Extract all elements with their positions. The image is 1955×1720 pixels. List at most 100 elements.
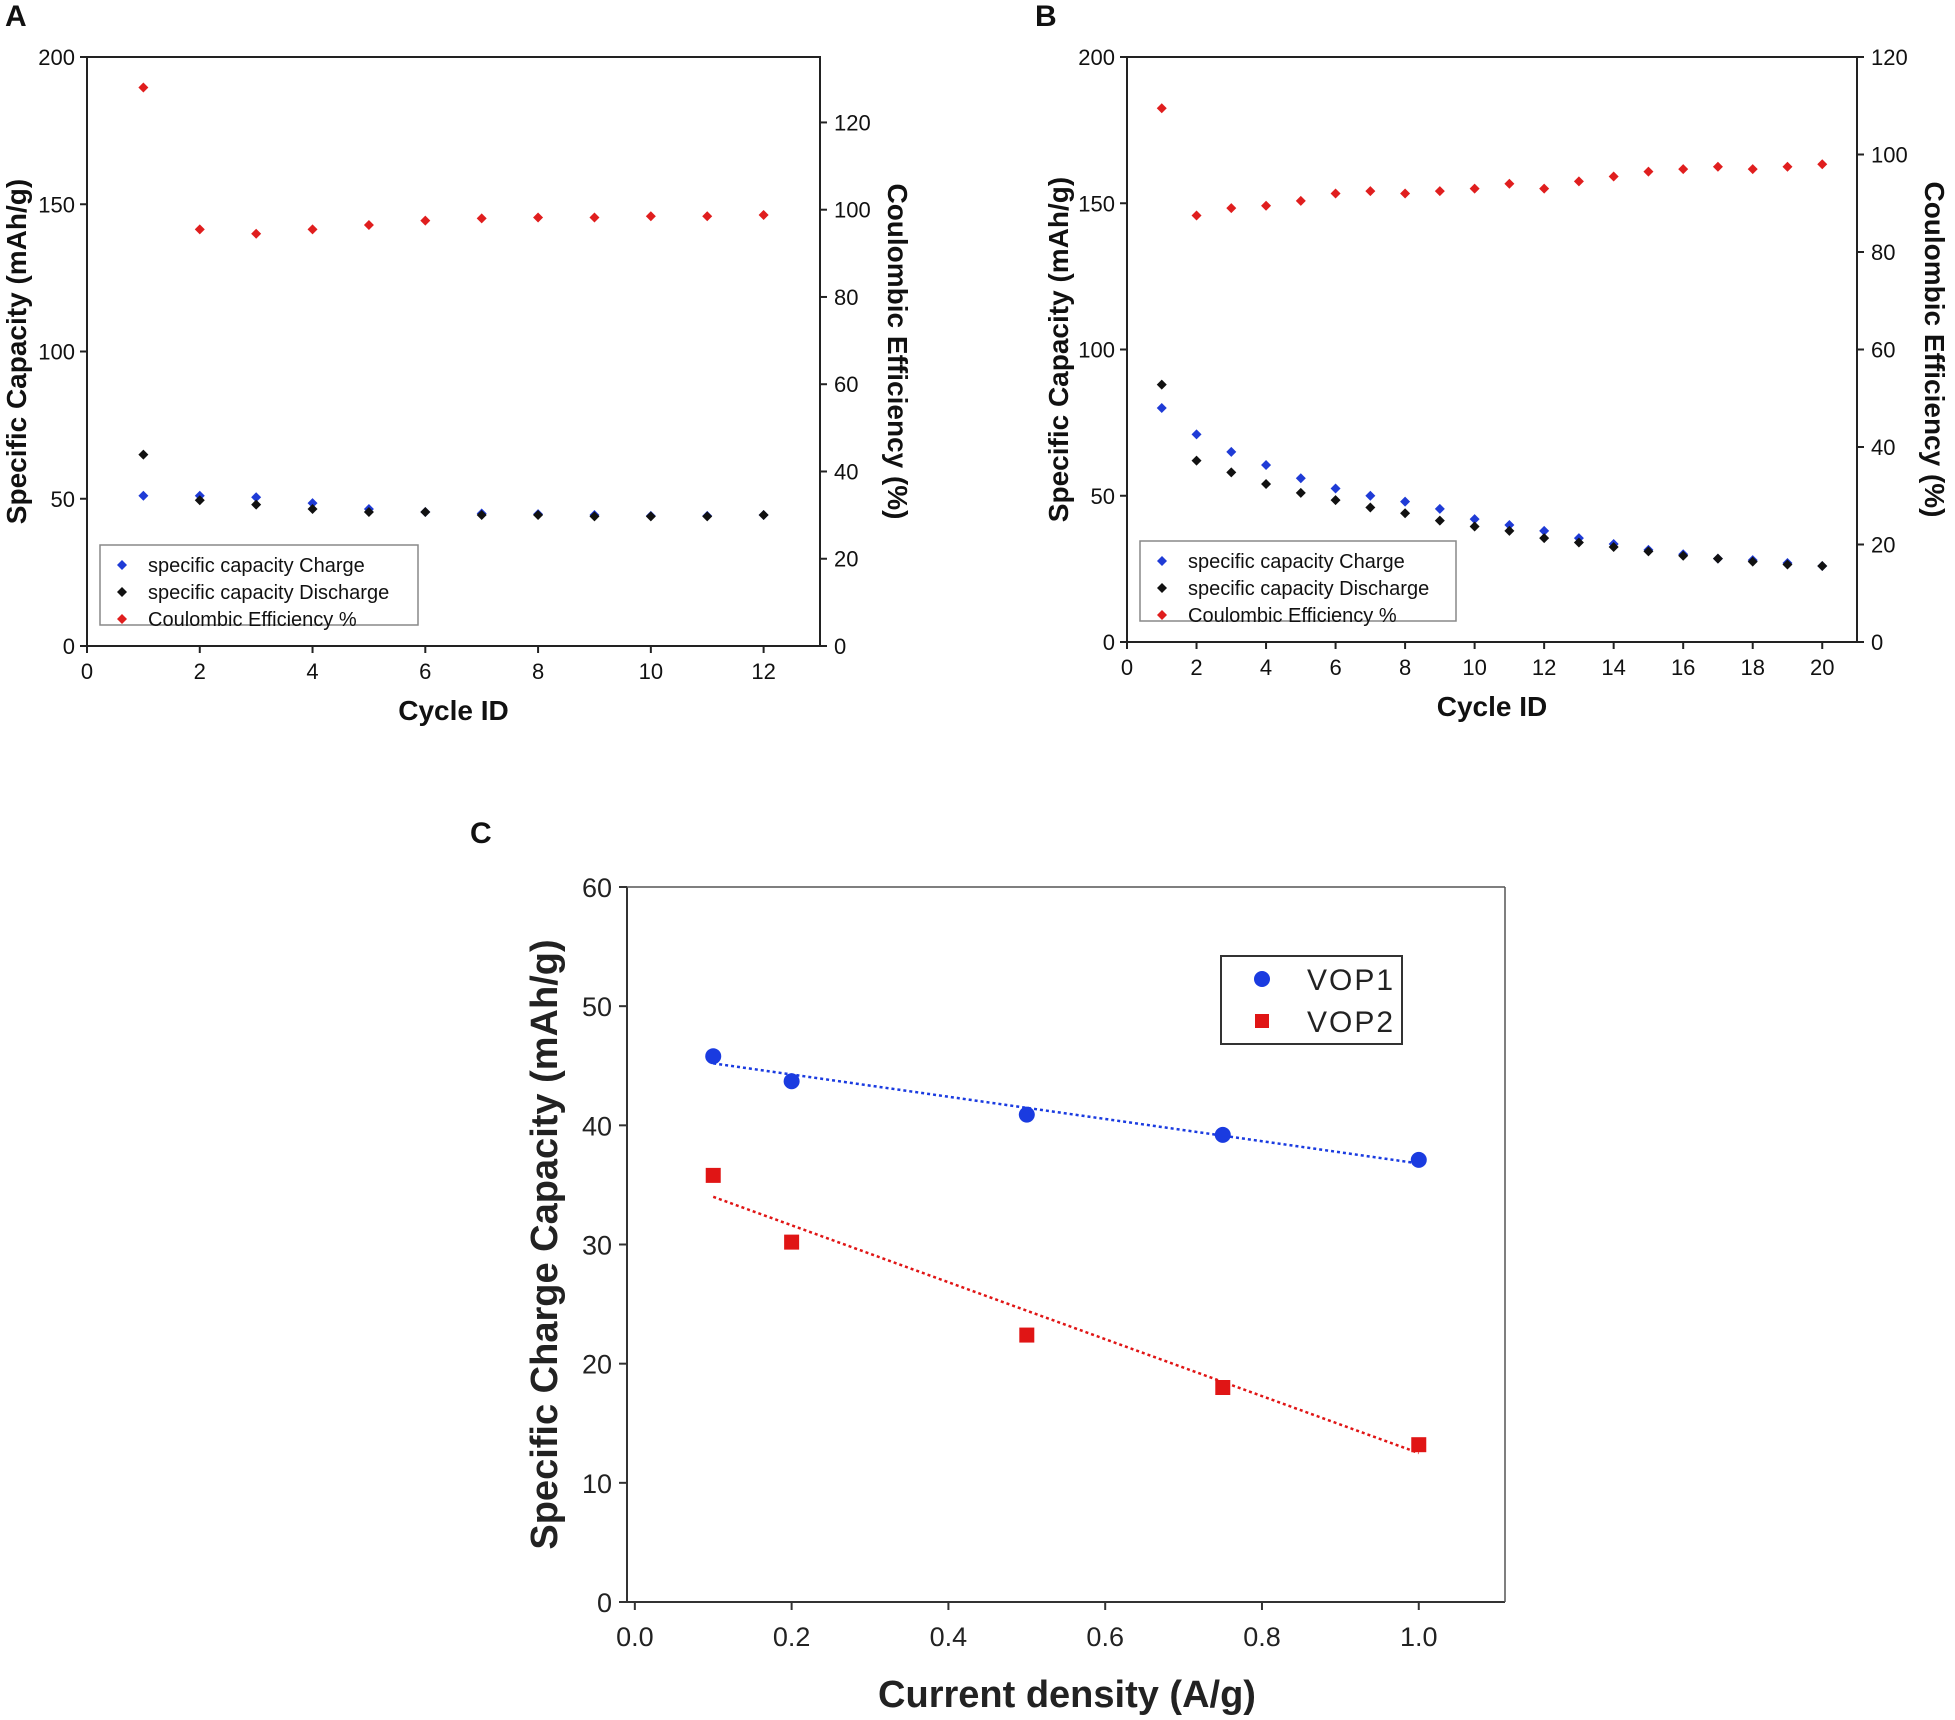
y2-axis-title: Coulombic Efficiency (%) bbox=[1919, 181, 1950, 517]
data-point bbox=[1365, 490, 1376, 501]
x-tick-label: 0.2 bbox=[773, 1622, 811, 1652]
data-point bbox=[1504, 525, 1515, 536]
data-point bbox=[645, 511, 656, 522]
x-tick-label: 0.6 bbox=[1086, 1622, 1124, 1652]
data-point bbox=[589, 511, 600, 522]
data-point bbox=[1782, 559, 1793, 570]
data-point bbox=[1156, 103, 1167, 114]
x-axis-title: Cycle ID bbox=[1437, 691, 1548, 722]
y-tick-label: 40 bbox=[582, 1111, 612, 1141]
legend-marker bbox=[1255, 1014, 1269, 1028]
data-point bbox=[138, 82, 149, 93]
x-tick-label: 16 bbox=[1671, 655, 1695, 680]
data-point bbox=[1410, 1151, 1427, 1168]
y-tick-label: 200 bbox=[1078, 45, 1115, 70]
y2-tick-label: 40 bbox=[1871, 435, 1895, 460]
legend-marker bbox=[117, 587, 127, 597]
data-point bbox=[1191, 455, 1202, 466]
y-axis-title: Specific Capacity (mAh/g) bbox=[1043, 177, 1074, 522]
data-point bbox=[307, 504, 318, 515]
y-tick-label: 200 bbox=[38, 45, 75, 70]
data-point bbox=[1712, 553, 1723, 564]
x-tick-label: 10 bbox=[639, 659, 663, 684]
data-point bbox=[1400, 188, 1411, 199]
data-point bbox=[1747, 556, 1758, 567]
data-point bbox=[589, 212, 600, 223]
y2-tick-label: 120 bbox=[1871, 45, 1908, 70]
data-point bbox=[1295, 473, 1306, 484]
data-point bbox=[1330, 188, 1341, 199]
x-tick-label: 8 bbox=[1399, 655, 1411, 680]
legend-label: specific capacity Charge bbox=[1188, 551, 1405, 573]
y-tick-label: 0 bbox=[597, 1588, 612, 1618]
data-point bbox=[1539, 525, 1550, 536]
y-axis-title: Specific Charge Capacity (mAh/g) bbox=[524, 939, 566, 1549]
x-tick-label: 20 bbox=[1810, 655, 1834, 680]
legend-marker bbox=[117, 560, 127, 570]
y-tick-label: 20 bbox=[582, 1350, 612, 1380]
data-point bbox=[307, 224, 318, 235]
data-point bbox=[1504, 178, 1515, 189]
y2-tick-label: 20 bbox=[834, 547, 858, 572]
data-point bbox=[1678, 164, 1689, 175]
data-point bbox=[1214, 1126, 1231, 1143]
legend-marker bbox=[117, 614, 127, 624]
data-point bbox=[1539, 183, 1550, 194]
data-point bbox=[363, 507, 374, 518]
y2-tick-label: 100 bbox=[1871, 143, 1908, 168]
data-point bbox=[758, 209, 769, 220]
y-tick-label: 100 bbox=[1078, 338, 1115, 363]
y-tick-label: 30 bbox=[582, 1231, 612, 1261]
legend-label: specific capacity Discharge bbox=[148, 582, 389, 604]
data-point bbox=[645, 211, 656, 222]
data-point bbox=[1411, 1437, 1427, 1453]
data-point bbox=[420, 507, 431, 518]
data-point bbox=[1782, 161, 1793, 172]
x-tick-label: 8 bbox=[532, 659, 544, 684]
data-point bbox=[1608, 541, 1619, 552]
trend-line bbox=[712, 1195, 1420, 1455]
data-point bbox=[1747, 164, 1758, 175]
y2-tick-label: 100 bbox=[834, 198, 871, 223]
legend-label: Coulombic Efficiency % bbox=[148, 609, 357, 631]
data-point bbox=[1712, 161, 1723, 172]
data-point bbox=[1400, 496, 1411, 507]
data-point bbox=[1504, 520, 1515, 530]
y2-tick-label: 60 bbox=[834, 372, 858, 397]
x-tick-label: 1.0 bbox=[1400, 1622, 1438, 1652]
data-point bbox=[1469, 183, 1480, 194]
data-point bbox=[1215, 1380, 1231, 1395]
y2-tick-label: 60 bbox=[1871, 338, 1895, 363]
trend-line bbox=[713, 1062, 1419, 1165]
data-point bbox=[1156, 403, 1167, 413]
data-point bbox=[420, 215, 431, 226]
panel-letter: A bbox=[5, 0, 27, 33]
data-point bbox=[1365, 186, 1376, 197]
data-point bbox=[1330, 483, 1341, 494]
panel-letter: B bbox=[1035, 0, 1057, 33]
legend-marker bbox=[1254, 971, 1270, 987]
data-point bbox=[1608, 171, 1619, 182]
data-point bbox=[194, 495, 205, 506]
legend-label: Coulombic Efficiency % bbox=[1188, 605, 1397, 627]
data-point bbox=[1817, 159, 1828, 170]
y-tick-label: 10 bbox=[582, 1469, 612, 1499]
data-point bbox=[476, 509, 487, 520]
data-point bbox=[705, 1048, 722, 1065]
data-point bbox=[1191, 429, 1202, 440]
x-tick-label: 4 bbox=[306, 659, 318, 684]
data-point bbox=[1434, 186, 1445, 197]
y2-tick-label: 0 bbox=[834, 634, 846, 659]
data-point bbox=[476, 213, 487, 224]
y2-tick-label: 20 bbox=[1871, 533, 1895, 558]
y-tick-label: 50 bbox=[1091, 484, 1115, 509]
x-tick-label: 0 bbox=[1121, 655, 1133, 680]
legend-box bbox=[1220, 955, 1403, 1045]
x-tick-label: 12 bbox=[751, 659, 775, 684]
panel-c-chart: C 0 10 20 30 40 50 60 0.0 0.2 0.4 0.6 0.8 1.0 Current … bbox=[470, 817, 1506, 1716]
data-point bbox=[1643, 546, 1654, 557]
data-point bbox=[1573, 176, 1584, 187]
data-point bbox=[1226, 446, 1237, 457]
x-tick-label: 0.4 bbox=[930, 1622, 968, 1652]
